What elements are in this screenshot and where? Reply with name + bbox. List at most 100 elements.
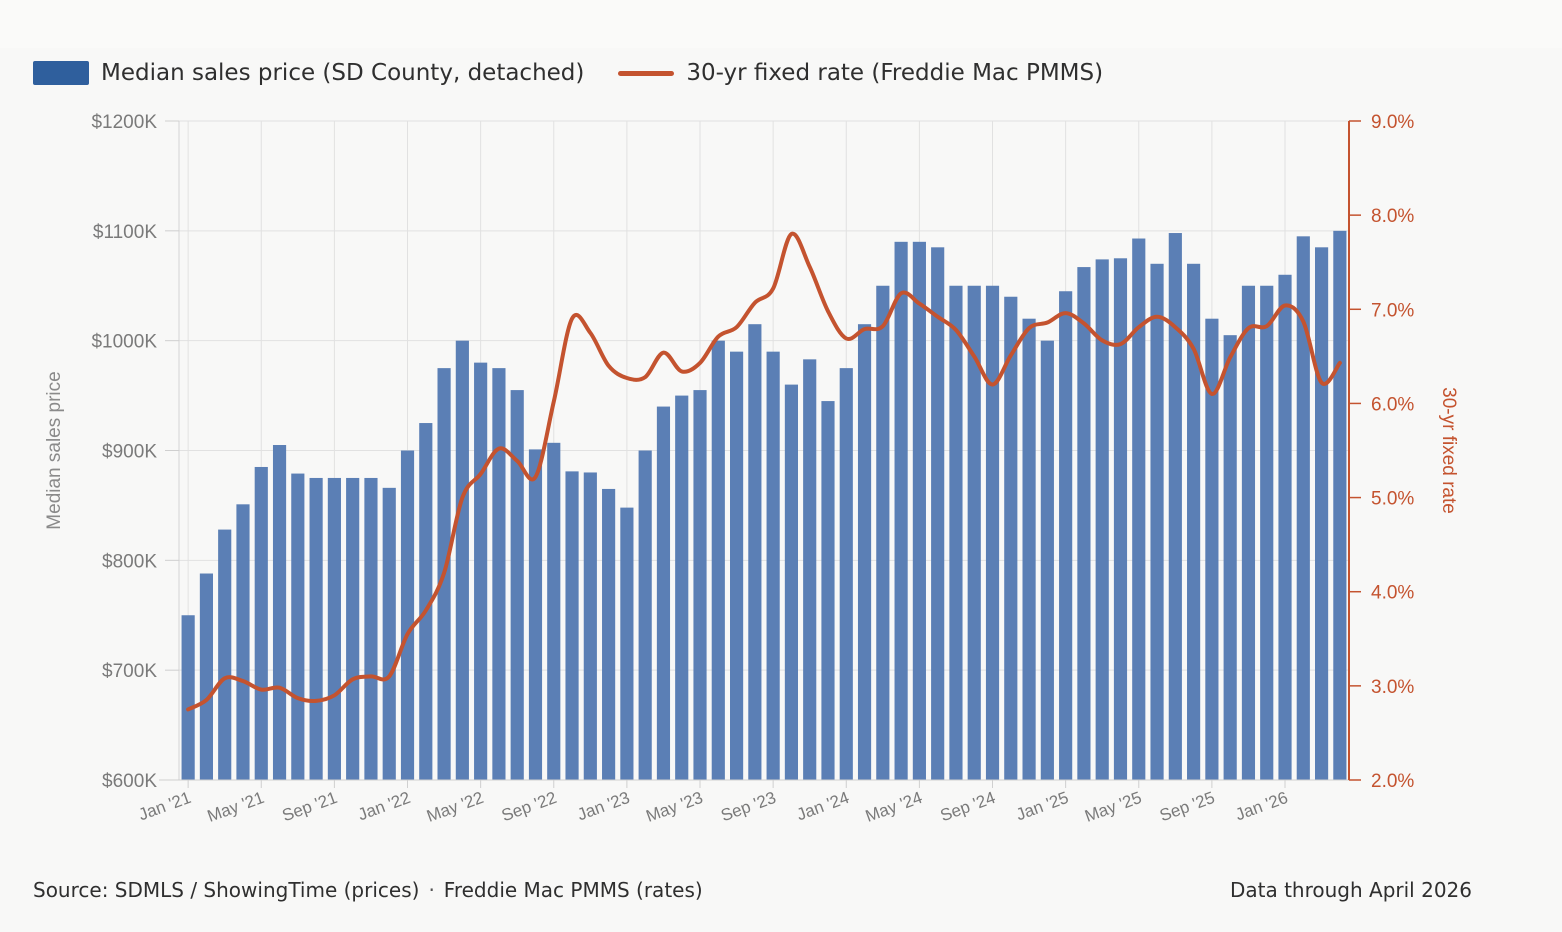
price-bar[interactable] bbox=[327, 477, 341, 780]
price-bar[interactable] bbox=[693, 390, 707, 780]
x-tick-label: Sep '22 bbox=[499, 788, 559, 825]
price-bar[interactable] bbox=[1223, 335, 1237, 780]
x-tick-label: Sep '24 bbox=[938, 788, 998, 825]
x-tick-label: Jan '24 bbox=[794, 788, 852, 824]
price-bar[interactable] bbox=[346, 477, 360, 780]
bars-layer bbox=[181, 230, 1347, 781]
price-bar[interactable] bbox=[821, 401, 835, 780]
price-bar[interactable] bbox=[1004, 296, 1018, 780]
price-bar[interactable] bbox=[656, 406, 671, 780]
price-bar[interactable] bbox=[602, 488, 616, 780]
price-bar[interactable] bbox=[766, 351, 780, 780]
price-bar[interactable] bbox=[1095, 259, 1109, 780]
x-tick-label: Sep '23 bbox=[718, 788, 778, 825]
price-bar[interactable] bbox=[1059, 291, 1073, 780]
price-bar[interactable] bbox=[1333, 230, 1347, 781]
right-axis-title: 30-yr fixed rate bbox=[1438, 387, 1459, 514]
price-bar[interactable] bbox=[528, 449, 543, 780]
price-bar[interactable] bbox=[583, 472, 597, 780]
price-bar[interactable] bbox=[876, 285, 890, 780]
price-bar[interactable] bbox=[1241, 285, 1256, 780]
price-bar[interactable] bbox=[894, 241, 908, 781]
price-bar[interactable] bbox=[1113, 258, 1128, 781]
x-tick-label: May '22 bbox=[424, 788, 486, 826]
price-bar[interactable] bbox=[857, 324, 872, 780]
right-tick-label: 4.0% bbox=[1371, 583, 1414, 604]
right-tick-label: 9.0% bbox=[1371, 112, 1414, 133]
price-bar[interactable] bbox=[181, 615, 195, 780]
price-bar[interactable] bbox=[382, 487, 396, 780]
right-tick-label: 8.0% bbox=[1371, 206, 1414, 227]
price-bar[interactable] bbox=[1260, 285, 1274, 780]
price-bar[interactable] bbox=[492, 368, 506, 780]
rate-line[interactable] bbox=[186, 231, 1342, 712]
price-bar[interactable] bbox=[291, 473, 305, 780]
price-bar[interactable] bbox=[199, 573, 214, 780]
price-bar[interactable] bbox=[784, 384, 799, 780]
price-bar[interactable] bbox=[803, 359, 817, 780]
price-bar[interactable] bbox=[1296, 236, 1310, 780]
price-bar[interactable] bbox=[455, 340, 469, 780]
price-bar[interactable] bbox=[272, 445, 287, 780]
price-bar[interactable] bbox=[1022, 318, 1036, 780]
x-tick-label: May '24 bbox=[863, 788, 925, 826]
price-bar[interactable] bbox=[1187, 263, 1201, 780]
x-tick-label: Sep '21 bbox=[280, 788, 340, 825]
price-bar[interactable] bbox=[1132, 238, 1146, 780]
x-tick-label: Sep '25 bbox=[1157, 788, 1217, 825]
price-bar[interactable] bbox=[729, 351, 744, 780]
price-bar[interactable] bbox=[1205, 318, 1219, 780]
price-bar[interactable] bbox=[254, 466, 268, 780]
price-bar[interactable] bbox=[748, 324, 762, 780]
left-tick-label: $700K bbox=[102, 661, 157, 682]
data-through-note: Data through April 2026 bbox=[1229, 878, 1472, 902]
price-bar[interactable] bbox=[638, 450, 652, 781]
price-bar[interactable] bbox=[620, 507, 634, 780]
left-tick-label: $1100K bbox=[93, 222, 157, 243]
top-band bbox=[0, 0, 1562, 48]
line-swatch-icon bbox=[618, 70, 675, 76]
price-bar[interactable] bbox=[547, 442, 561, 780]
price-bar[interactable] bbox=[364, 477, 378, 780]
legend-item-line[interactable]: 30-yr fixed rate (Freddie Mac PMMS) bbox=[618, 60, 1103, 86]
left-axis-title: Median sales price bbox=[44, 371, 65, 529]
price-bar[interactable] bbox=[1077, 267, 1091, 780]
left-tick-label: $900K bbox=[102, 442, 157, 463]
left-tick-label: $600K bbox=[102, 771, 157, 792]
price-bar[interactable] bbox=[419, 423, 433, 780]
left-tick-label: $800K bbox=[102, 551, 157, 572]
price-bar[interactable] bbox=[510, 390, 524, 780]
right-tick-label: 5.0% bbox=[1371, 489, 1414, 510]
price-bar[interactable] bbox=[474, 362, 488, 780]
x-tick-label: Jan '22 bbox=[355, 788, 413, 824]
x-tick-label: Jan '25 bbox=[1013, 788, 1071, 824]
price-bar[interactable] bbox=[565, 471, 579, 780]
source-separator: · bbox=[428, 878, 435, 902]
legend-item-bars[interactable]: Median sales price (SD County, detached) bbox=[33, 60, 584, 86]
price-bar[interactable] bbox=[309, 477, 323, 780]
price-bar[interactable] bbox=[839, 368, 853, 780]
right-tick-label: 2.0% bbox=[1371, 771, 1414, 792]
price-bar[interactable] bbox=[1150, 263, 1164, 780]
price-bar[interactable] bbox=[1314, 247, 1329, 780]
source-rates: Freddie Mac PMMS (rates) bbox=[443, 878, 703, 902]
price-bar[interactable] bbox=[675, 395, 689, 780]
price-bar[interactable] bbox=[236, 504, 250, 780]
right-tick-label: 7.0% bbox=[1371, 300, 1414, 321]
source-prices: Source: SDMLS / ShowingTime (prices) bbox=[33, 878, 420, 902]
legend: Median sales price (SD County, detached)… bbox=[33, 56, 1103, 90]
price-bar[interactable] bbox=[1278, 274, 1292, 780]
price-bar[interactable] bbox=[912, 241, 926, 781]
price-bar[interactable] bbox=[985, 285, 1000, 780]
x-tick-label: May '25 bbox=[1082, 788, 1144, 826]
price-bar[interactable] bbox=[967, 285, 981, 780]
x-tick-label: May '23 bbox=[643, 788, 705, 826]
price-bar[interactable] bbox=[1040, 340, 1054, 780]
price-bar[interactable] bbox=[949, 285, 963, 780]
price-bar[interactable] bbox=[711, 340, 725, 780]
price-bar[interactable] bbox=[1168, 233, 1182, 780]
price-bar[interactable] bbox=[400, 450, 415, 781]
price-bar[interactable] bbox=[218, 529, 232, 780]
price-bar[interactable] bbox=[931, 247, 945, 780]
